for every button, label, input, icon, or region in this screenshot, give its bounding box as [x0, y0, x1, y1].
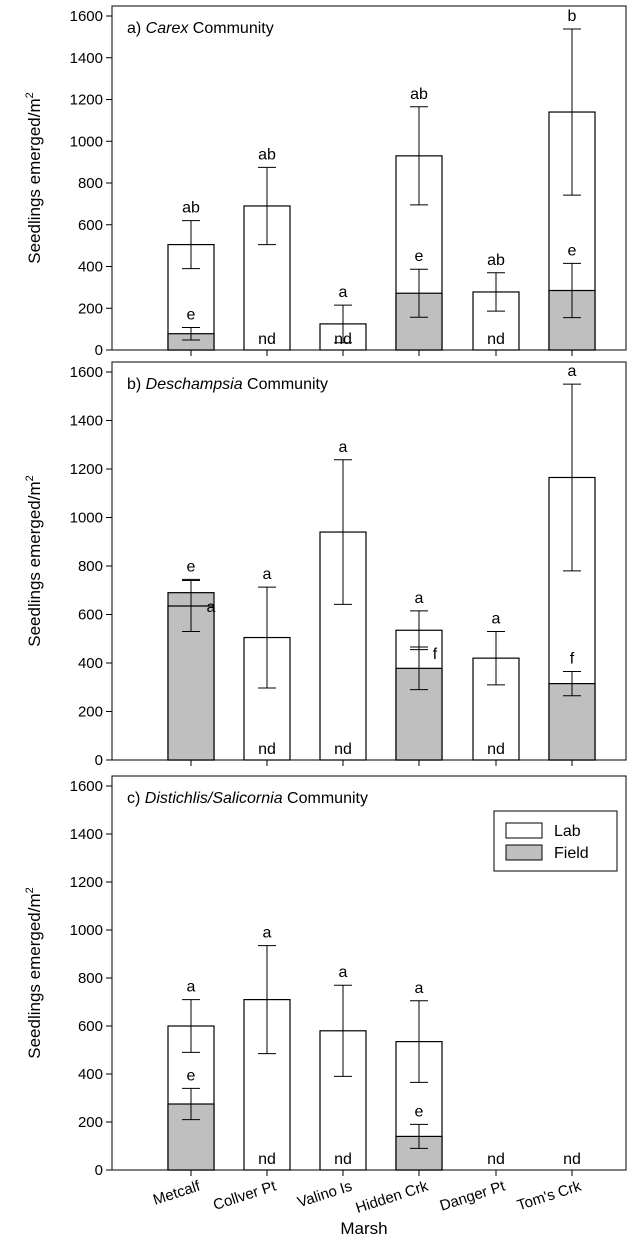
letter-label-lab: a [339, 439, 348, 456]
y-tick-label: 0 [95, 752, 103, 769]
legend-label-lab: Lab [554, 823, 581, 840]
y-tick-label: 0 [95, 1162, 103, 1179]
y-tick-label: 1400 [70, 50, 103, 67]
letter-label-field: e [415, 248, 424, 265]
x-category-label: Hidden Crk [354, 1177, 431, 1217]
y-tick-label: 400 [78, 1066, 103, 1083]
bar-field [548, 683, 596, 761]
y-tick-label: 1000 [70, 922, 103, 939]
letter-label-lab: ab [487, 252, 505, 269]
letter-label-lab: a [187, 979, 196, 996]
nd-label: nd [334, 1151, 352, 1168]
letter-label-lab: a [568, 363, 577, 380]
nd-label: nd [258, 741, 276, 758]
letter-label-lab: a [492, 610, 501, 627]
letter-label-lab: b [568, 8, 577, 25]
panel-2: 0 200 400 600 800 1000 1200 1400 1600 Seedlings e… [24, 361, 627, 769]
panel-1: 0 200 400 600 800 1000 1200 1400 1600 Seedlings e… [24, 5, 627, 359]
y-tick-label: 1000 [70, 510, 103, 527]
letter-label-field: e [187, 558, 196, 575]
y-tick-label: 800 [78, 970, 103, 987]
y-tick-label: 200 [78, 1114, 103, 1131]
x-category-label: Danger Pt [438, 1177, 508, 1214]
y-axis-label: Seedlings emerged/m2 [24, 887, 44, 1059]
y-tick-label: 1200 [70, 874, 103, 891]
letter-label-lab: a [207, 599, 216, 616]
y-tick-label: 1200 [70, 461, 103, 478]
nd-label: nd [258, 331, 276, 348]
letter-label-field: e [187, 306, 196, 323]
y-tick-label: 1600 [70, 778, 103, 795]
panel-title: c) Distichlis/Salicornia Community [127, 790, 368, 807]
nd-label: nd [487, 1151, 505, 1168]
x-category-label: Collver Pt [211, 1177, 279, 1214]
y-tick-label: 0 [95, 342, 103, 359]
y-tick-label: 200 [78, 704, 103, 721]
letter-label-lab: a [263, 566, 272, 583]
y-axis-label: Seedlings emerged/m2 [24, 92, 44, 264]
legend-swatch-lab [505, 822, 543, 839]
nd-label: nd [563, 1151, 581, 1168]
letter-label-lab: a [263, 925, 272, 942]
nd-label: nd [334, 331, 352, 348]
y-axis-label: Seedlings emerged/m2 [24, 475, 44, 647]
letter-label-lab: ab [182, 200, 200, 217]
legend: Lab Field [493, 810, 618, 872]
legend-swatch-field [505, 844, 543, 861]
letter-label-lab: a [415, 590, 424, 607]
letter-label-lab: ab [258, 146, 276, 163]
y-tick-label: 600 [78, 217, 103, 234]
y-tick-label: 600 [78, 1018, 103, 1035]
y-tick-label: 600 [78, 607, 103, 624]
letter-label-lab: a [339, 284, 348, 301]
letter-label-lab: ab [410, 86, 428, 103]
x-category-label: Metcalf [151, 1177, 203, 1208]
x-category-label: Tom's Crk [515, 1177, 584, 1214]
letter-label-field: e [415, 1103, 424, 1120]
legend-box [493, 810, 618, 872]
legend-label-field: Field [554, 845, 589, 862]
letter-label-lab: a [339, 964, 348, 981]
panel-title: b) Deschampsia Community [127, 376, 328, 393]
plot-frame [111, 361, 627, 761]
x-category-label: Valino Is [295, 1178, 354, 1212]
nd-label: nd [258, 1151, 276, 1168]
y-tick-label: 1600 [70, 8, 103, 25]
y-tick-label: 1000 [70, 133, 103, 150]
panel-3: 0 200 400 600 800 1000 1200 1400 1600 Seedlings e… [24, 775, 627, 1238]
y-tick-label: 200 [78, 300, 103, 317]
y-tick-label: 800 [78, 175, 103, 192]
y-tick-label: 1400 [70, 413, 103, 430]
y-tick-label: 1400 [70, 826, 103, 843]
y-tick-label: 1200 [70, 92, 103, 109]
letter-label-field: e [568, 242, 577, 259]
plot-frame [111, 775, 627, 1171]
letter-label-field: f [433, 646, 438, 663]
y-tick-label: 800 [78, 558, 103, 575]
y-tick-label: 1600 [70, 364, 103, 381]
letter-label-field: e [187, 1067, 196, 1084]
letter-label-field: f [570, 650, 575, 667]
y-tick-label: 400 [78, 655, 103, 672]
nd-label: nd [334, 741, 352, 758]
plot-frame [111, 5, 627, 351]
panel-title: a) Carex Community [127, 20, 274, 37]
y-tick-label: 400 [78, 259, 103, 276]
nd-label: nd [487, 331, 505, 348]
letter-label-lab: a [415, 980, 424, 997]
x-axis-label: Marsh [340, 1219, 387, 1238]
nd-label: nd [487, 741, 505, 758]
